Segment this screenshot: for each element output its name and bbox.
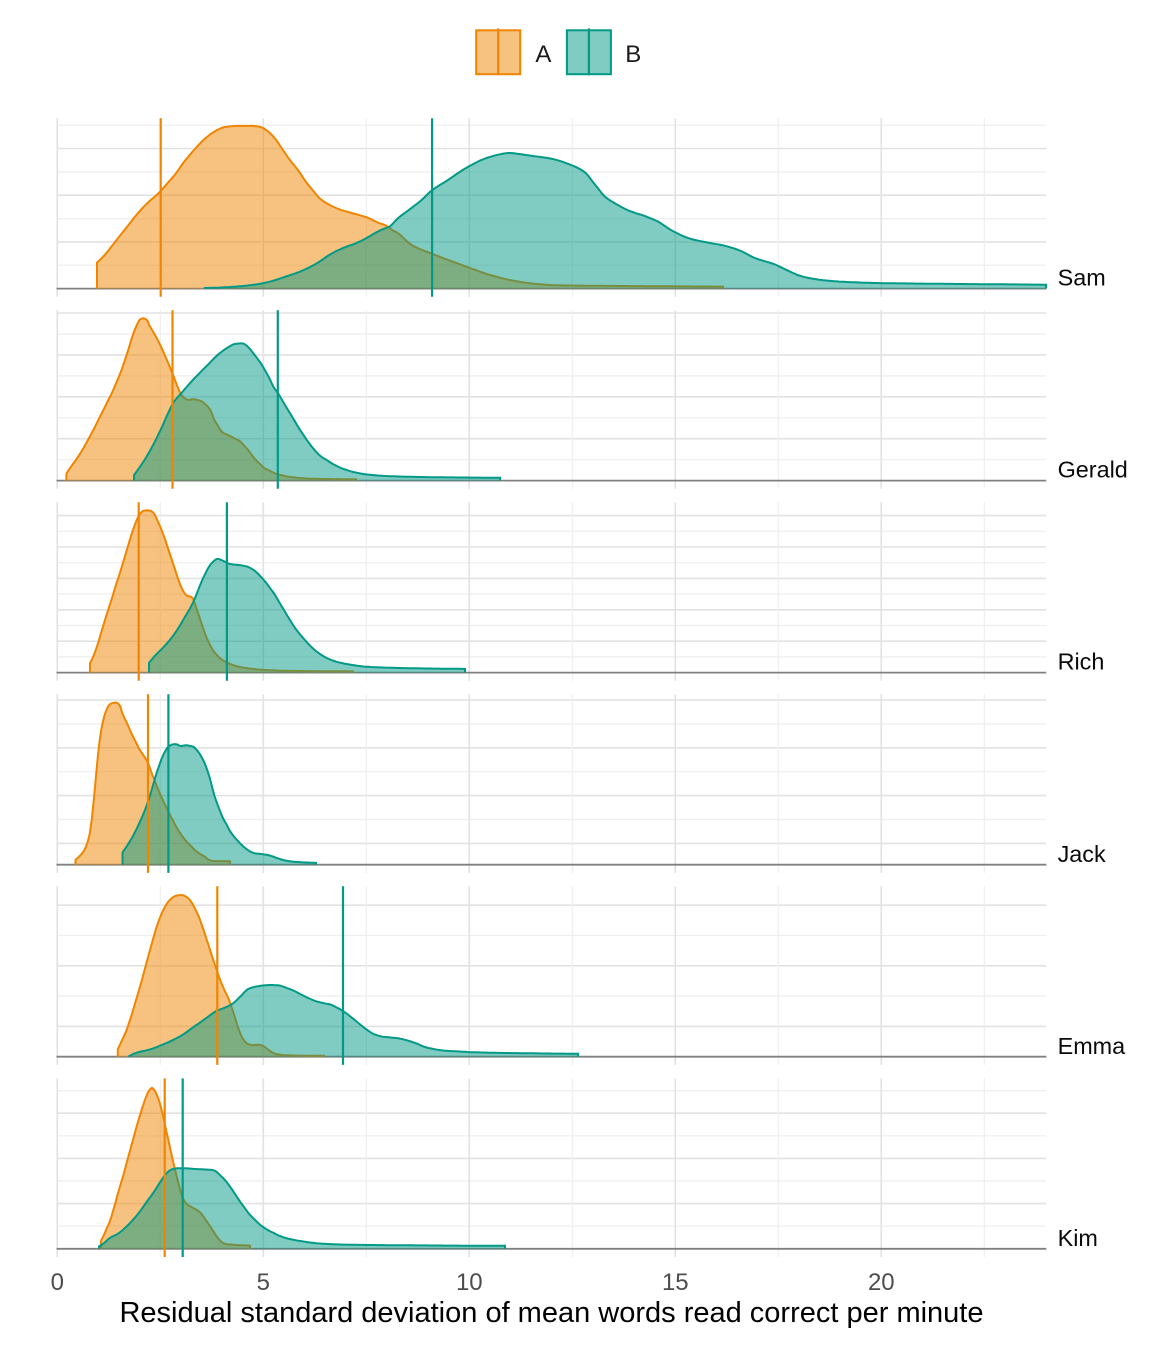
svg-text:10: 10 [456,1269,483,1296]
svg-text:A: A [535,41,551,68]
svg-text:B: B [625,41,641,68]
svg-text:0: 0 [51,1269,64,1296]
svg-text:Jack: Jack [1058,841,1106,867]
svg-text:Gerald: Gerald [1058,457,1128,483]
svg-text:Residual standard deviation of: Residual standard deviation of mean word… [119,1297,983,1329]
svg-text:Emma: Emma [1058,1033,1127,1059]
svg-text:Kim: Kim [1058,1225,1098,1251]
svg-text:20: 20 [868,1269,895,1296]
svg-text:Rich: Rich [1058,649,1105,675]
svg-text:5: 5 [257,1269,270,1296]
svg-text:Sam: Sam [1058,265,1106,291]
svg-text:15: 15 [662,1269,689,1296]
